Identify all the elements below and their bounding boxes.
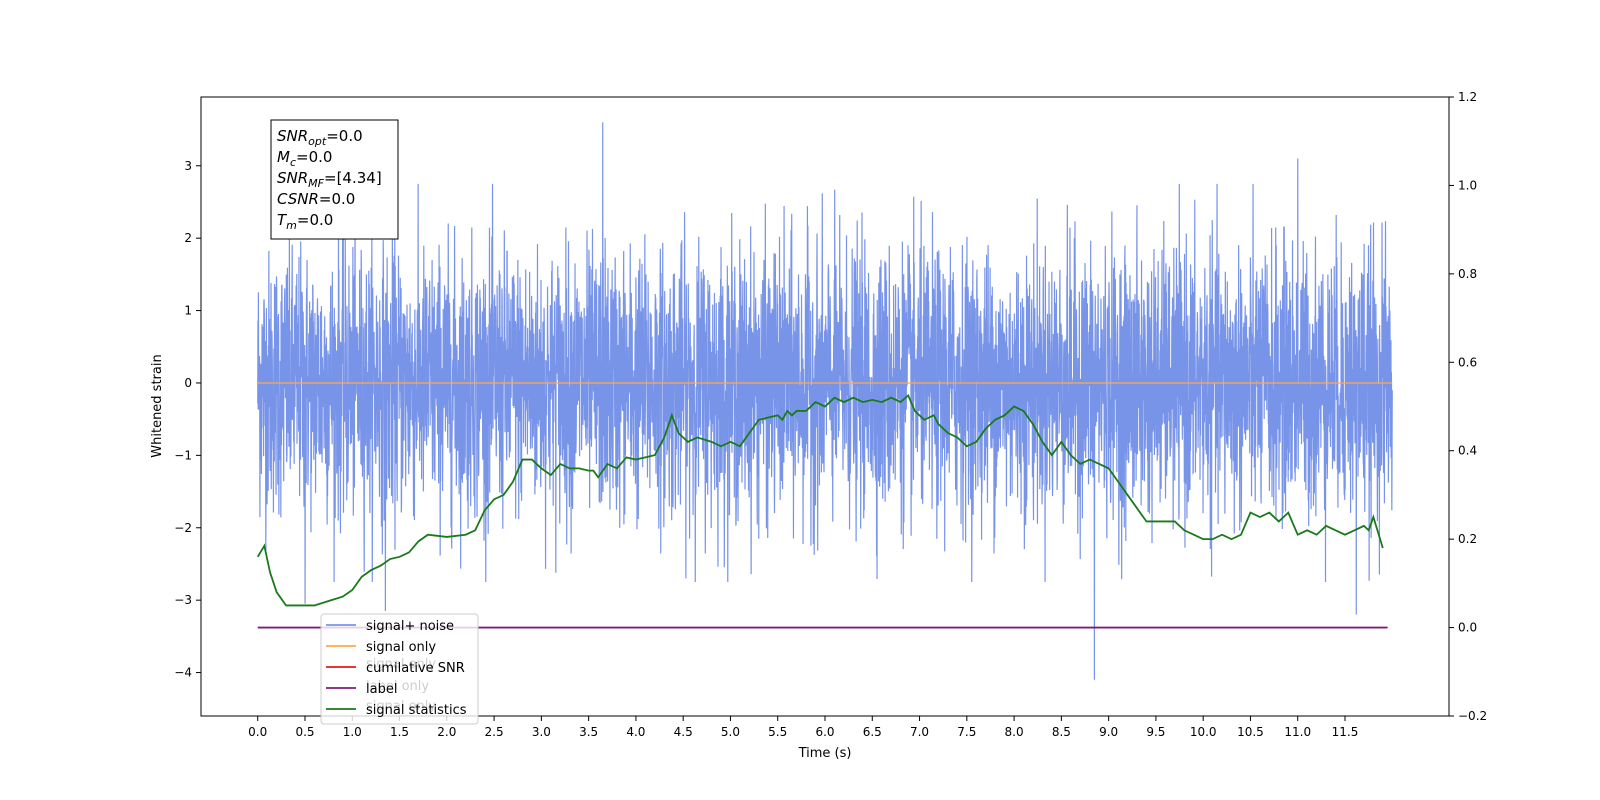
x-tick-label: 11.0 (1284, 725, 1311, 739)
x-tick-label: 7.5 (957, 725, 976, 739)
annotation-line: Mc=0.0 (277, 148, 332, 169)
annotation-line: SNRMF=[4.34] (277, 169, 382, 190)
y-tick-label: 2 (184, 231, 192, 245)
x-tick-label: 5.0 (721, 725, 740, 739)
x-tick-label: 6.5 (863, 725, 882, 739)
x-tick-label: 5.5 (768, 725, 787, 739)
legend-entry-label: label (366, 682, 397, 697)
x-tick-label: 0.5 (295, 725, 314, 739)
x-axis-ticks: 0.0 0.5 1.0 1.5 2.0 2.5 3.0 3.5 4.0 4.5 5.0 5.5 6.0 6… (248, 716, 1358, 739)
legend-entry-label: signal only (366, 640, 436, 655)
y2-tick-label: 0.8 (1458, 267, 1477, 281)
y-tick-label: −1 (174, 448, 192, 462)
y-tick-label: 1 (184, 304, 192, 318)
legend: signal onlylabel onlysignal onlysignal+ … (320, 613, 479, 725)
x-tick-label: 10.0 (1190, 725, 1217, 739)
y-axis-ticks: 3 2 1 0 −1 −2 −3 −4 (174, 159, 201, 680)
annotation-frame (270, 119, 399, 240)
y2-tick-label: 0.4 (1458, 444, 1477, 458)
legend-entry-label: cumilative SNR (366, 661, 465, 676)
x-tick-label: 8.0 (1005, 725, 1024, 739)
legend-frame (320, 613, 479, 725)
x-tick-label: 2.5 (485, 725, 504, 739)
x-tick-label: 10.5 (1237, 725, 1264, 739)
x-tick-label: 3.5 (579, 725, 598, 739)
x-tick-label: 9.5 (1146, 725, 1165, 739)
y2-tick-label: 0.2 (1458, 532, 1477, 546)
series-line-signal-statistics (256, 393, 1384, 607)
y-tick-label: −4 (174, 666, 192, 680)
legend-entry-label: signal+ noise (366, 619, 454, 634)
y-tick-label: 0 (184, 376, 192, 390)
x-tick-label: 1.0 (343, 725, 362, 739)
y-axis-label: Whitened strain (150, 354, 165, 457)
y2-tick-label: 1.2 (1458, 90, 1477, 104)
x-tick-label: 9.0 (1099, 725, 1118, 739)
x-tick-label: 11.5 (1332, 725, 1359, 739)
y2-tick-label: 0.6 (1458, 355, 1477, 369)
x-axis-label: Time (s) (798, 746, 852, 761)
legend-entry-label: signal statistics (366, 703, 467, 718)
y2-tick-label: −0.2 (1458, 709, 1487, 723)
y2-tick-label: 0.0 (1458, 621, 1477, 635)
y-tick-label: −2 (174, 521, 192, 535)
x-tick-label: 0.0 (248, 725, 267, 739)
y2-axis-ticks: 1.2 1.0 0.8 0.6 0.4 0.2 0.0 −0.2 (1449, 90, 1487, 723)
annotation-line: Tm=0.0 (277, 211, 333, 232)
x-tick-label: 4.0 (626, 725, 645, 739)
x-tick-label: 8.5 (1052, 725, 1071, 739)
y2-tick-label: 1.0 (1458, 178, 1477, 192)
x-tick-label: 1.5 (390, 725, 409, 739)
series-line-signal-noise (257, 122, 1393, 680)
x-tick-label: 4.5 (674, 725, 693, 739)
y-tick-label: 3 (184, 159, 192, 173)
x-tick-label: 6.0 (815, 725, 834, 739)
y-tick-label: −3 (174, 593, 192, 607)
x-tick-label: 3.0 (532, 725, 551, 739)
annotation-line: CSNR=0.0 (277, 190, 355, 208)
x-tick-label: 2.0 (437, 725, 456, 739)
x-tick-label: 7.0 (910, 725, 929, 739)
annotation-line: SNRopt=0.0 (277, 127, 363, 148)
